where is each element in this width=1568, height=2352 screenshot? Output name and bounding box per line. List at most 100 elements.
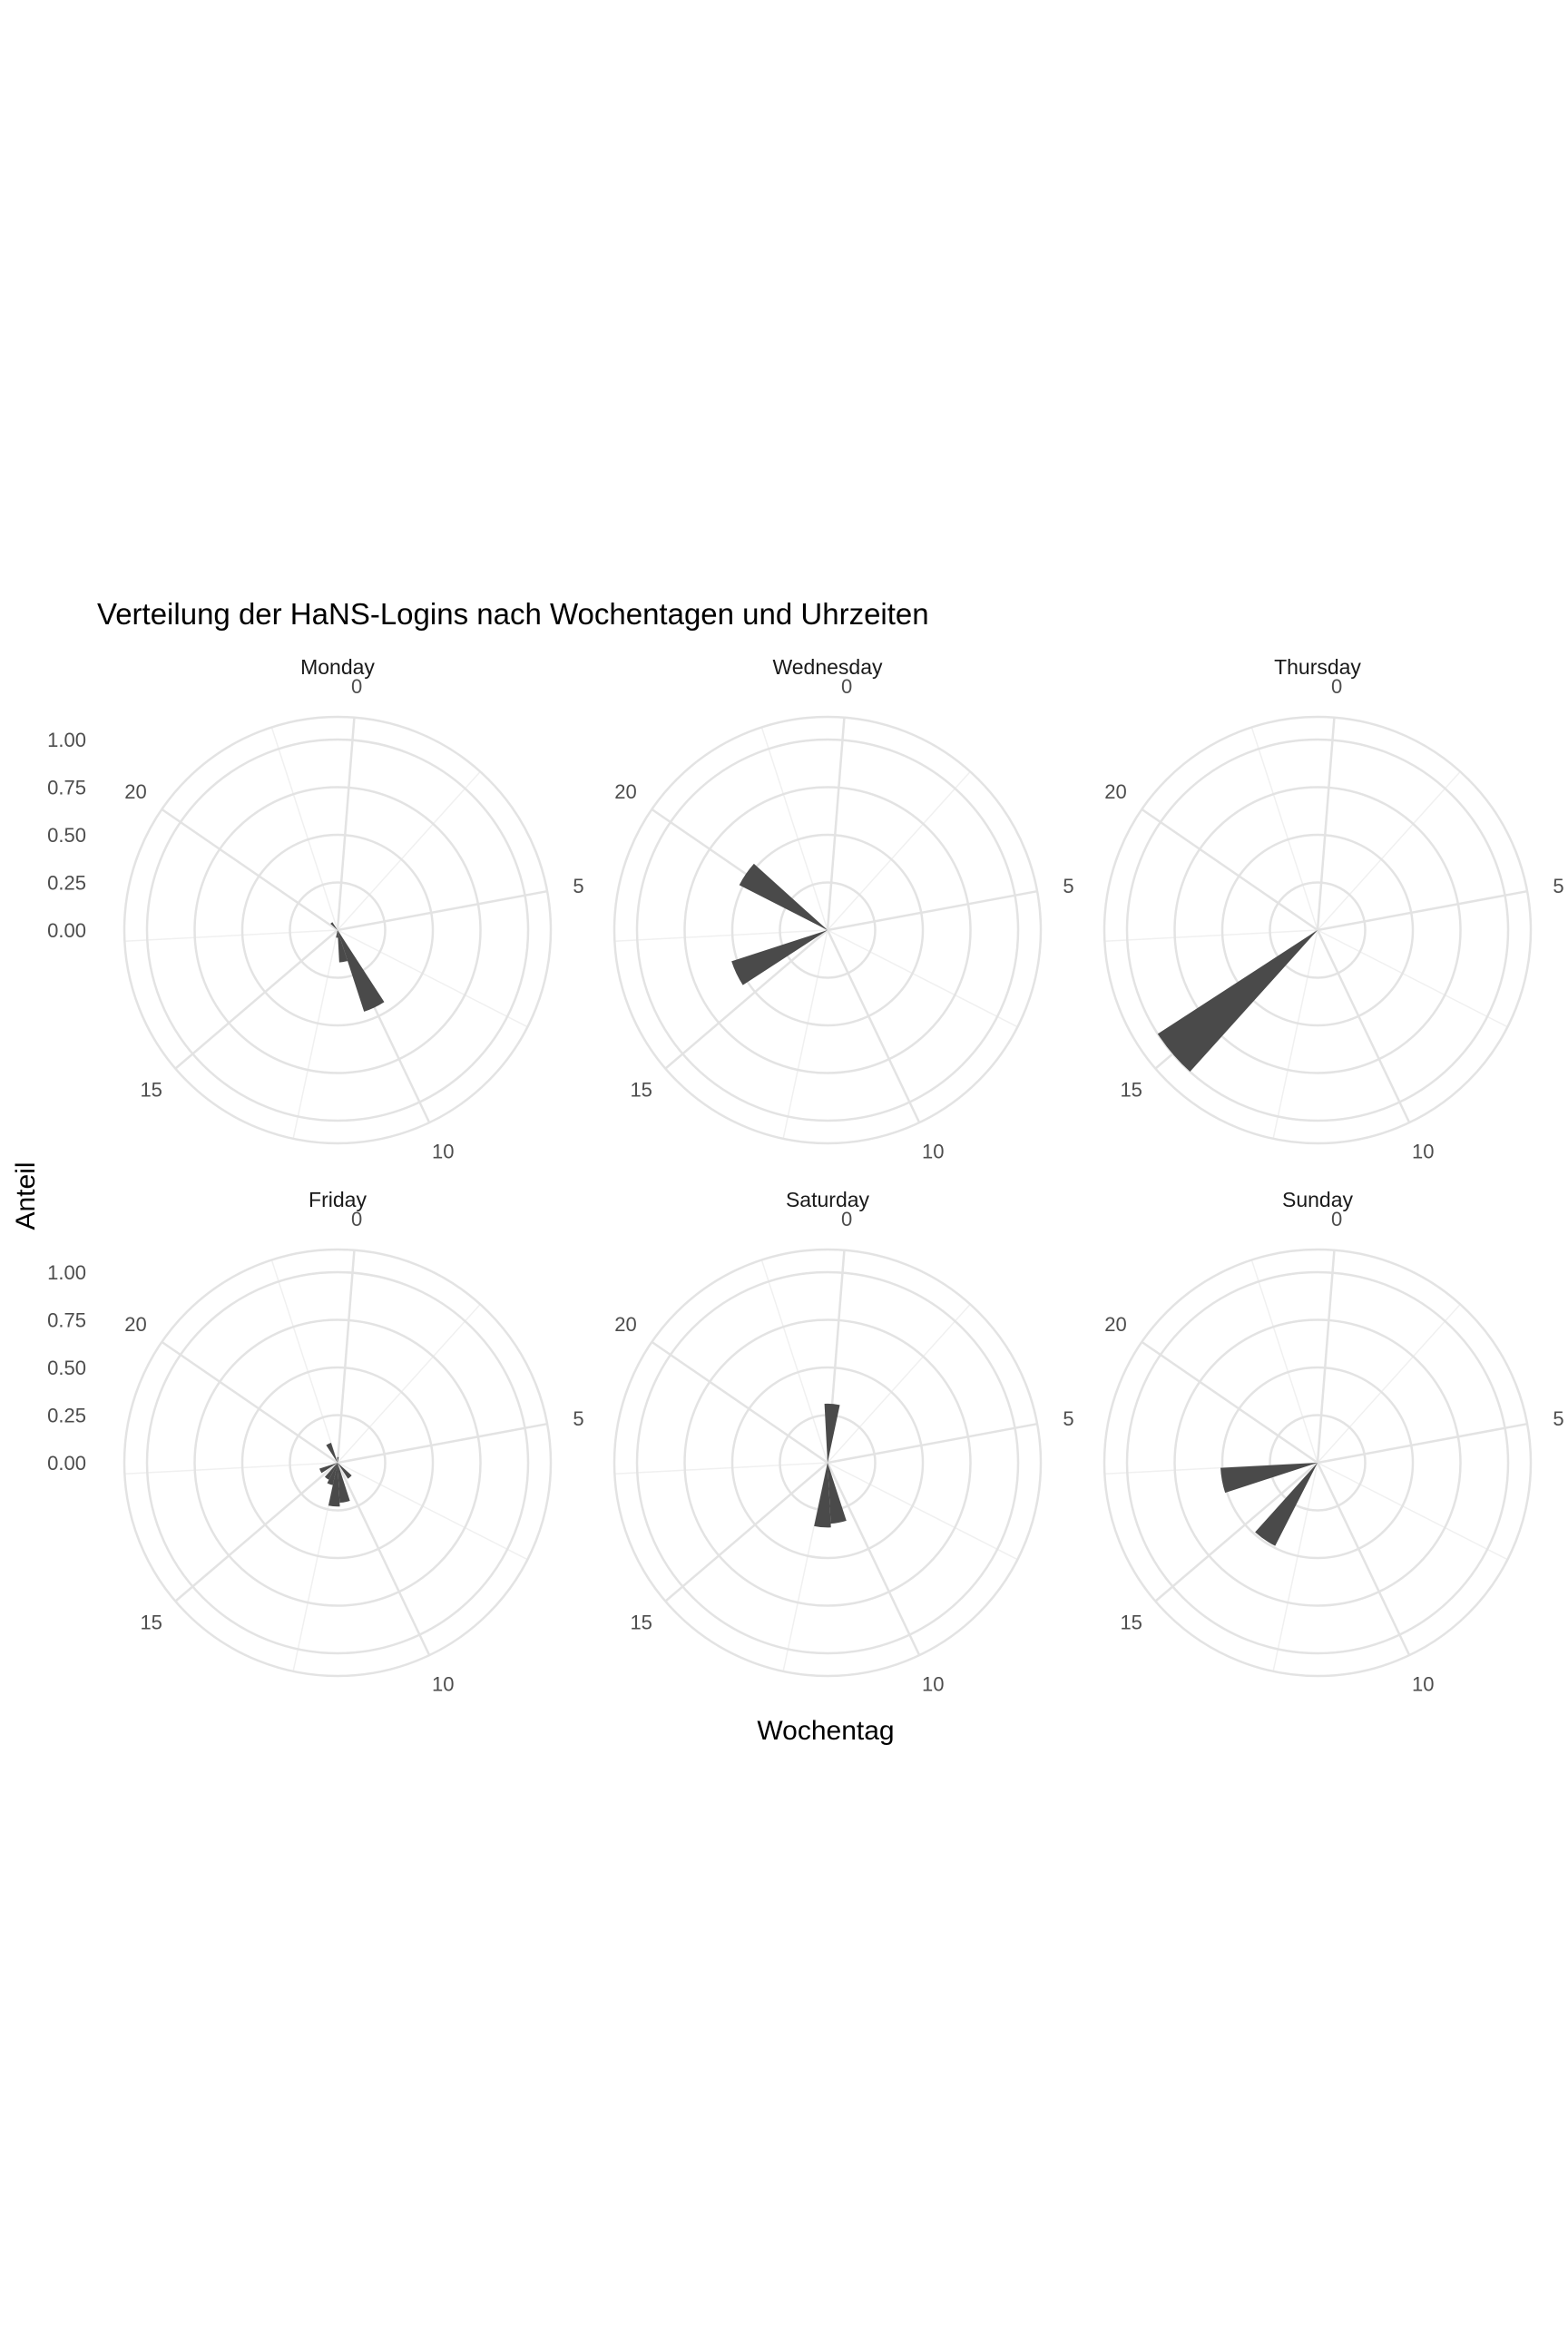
minor-spoke [1104,929,1318,943]
radial-gridline [289,1414,387,1512]
y-tick-label: 0.75 [47,777,86,799]
radial-gridline [145,738,530,1122]
major-spoke [664,1462,828,1602]
radial-gridline [635,1270,1020,1655]
y-tick-label: 0.25 [47,1405,86,1427]
facet-panels: Monday051015200.000.250.500.751.00Wednes… [47,655,1563,1696]
minor-spoke [1104,1462,1318,1475]
y-tick-label: 0.75 [47,1309,86,1332]
bar-hour-21 [330,922,338,930]
radial-gridline [683,786,972,1074]
major-spoke [1316,1250,1336,1464]
bar-hour-15 [1157,930,1318,1073]
minor-spoke [827,1462,1018,1561]
major-spoke [336,717,356,931]
hour-tick-label: 20 [614,780,636,803]
radial-gridline [730,833,925,1027]
hour-tick-label: 10 [1412,1673,1434,1696]
minor-spoke [270,1259,338,1464]
y-axis-title: Anteil [11,1161,41,1230]
bar-hour-11 [338,930,348,963]
minor-spoke [270,727,338,931]
hour-tick-label: 5 [573,1407,583,1430]
radial-gridline [193,786,482,1074]
hour-tick-label: 10 [1412,1141,1434,1163]
radial-gridline [635,738,1020,1122]
outer-gridline [612,1248,1043,1678]
minor-spoke [827,1303,971,1464]
minor-spoke [337,929,528,1028]
minor-spoke [614,929,828,943]
facet-label: Monday [300,655,375,679]
major-spoke [174,1462,338,1602]
minor-spoke [760,1259,828,1464]
bar-hour-9 [338,1463,352,1479]
bar-hour-16 [731,930,828,985]
major-spoke [827,889,1038,932]
hour-tick-label: 5 [1553,1407,1563,1430]
hour-tick-label: 20 [1104,780,1126,803]
radial-gridline [1125,1270,1510,1655]
radial-gridline [1173,1318,1462,1607]
bar-hour-0 [337,1456,339,1463]
outer-gridline [1102,715,1533,1145]
major-spoke [826,717,846,931]
hour-tick-label: 0 [1331,675,1342,698]
hour-tick-label: 15 [1120,1611,1142,1633]
major-spoke [827,1422,1038,1465]
x-axis-title: Wochentag [757,1716,894,1746]
hour-tick-label: 5 [573,875,583,897]
minor-spoke [124,929,338,943]
bar-hour-14 [1255,1463,1318,1546]
minor-spoke [1317,770,1461,931]
radial-gridline [240,833,435,1027]
hour-tick-label: 10 [922,1141,944,1163]
bar-hour-22 [326,1443,338,1463]
bar-hour-24 [824,1403,840,1463]
bar-hour-16 [319,1463,338,1474]
y-tick-label: 0.00 [47,919,86,942]
hour-tick-label: 20 [1104,1313,1126,1336]
facet-label: Sunday [1282,1188,1354,1211]
hour-tick-label: 10 [432,1141,454,1163]
minor-spoke [614,1462,828,1475]
facet-label: Friday [309,1188,367,1211]
outer-gridline [1102,1248,1533,1678]
radial-gridline [1220,1366,1415,1560]
radial-gridline [289,881,387,979]
radial-gridline [1220,833,1415,1027]
minor-spoke [124,1462,338,1475]
bar-hour-11 [828,1463,847,1524]
facet-label: Thursday [1274,655,1361,679]
outer-gridline [122,1248,553,1678]
bar-hour-12 [328,1463,340,1507]
minor-spoke [1317,1303,1461,1464]
minor-spoke [1272,1462,1318,1672]
major-spoke [1141,1340,1318,1465]
y-tick-label: 0.50 [47,824,86,847]
facet-label: Wednesday [772,655,883,679]
radial-gridline [145,1270,530,1655]
major-spoke [826,1462,921,1656]
minor-spoke [827,929,1018,1028]
hour-tick-label: 5 [1063,1407,1073,1430]
minor-spoke [337,1303,481,1464]
minor-spoke [1250,727,1318,931]
y-tick-label: 0.25 [47,872,86,895]
minor-spoke [337,770,481,931]
bar-hour-14 [324,1463,338,1480]
major-spoke [1316,1462,1411,1656]
radial-gridline [193,1318,482,1607]
hour-tick-label: 15 [630,1078,652,1101]
hour-tick-label: 15 [140,1611,162,1633]
minor-spoke [782,929,828,1140]
major-spoke [336,1250,356,1464]
radial-gridline [683,1318,972,1607]
minor-spoke [1250,1259,1318,1464]
